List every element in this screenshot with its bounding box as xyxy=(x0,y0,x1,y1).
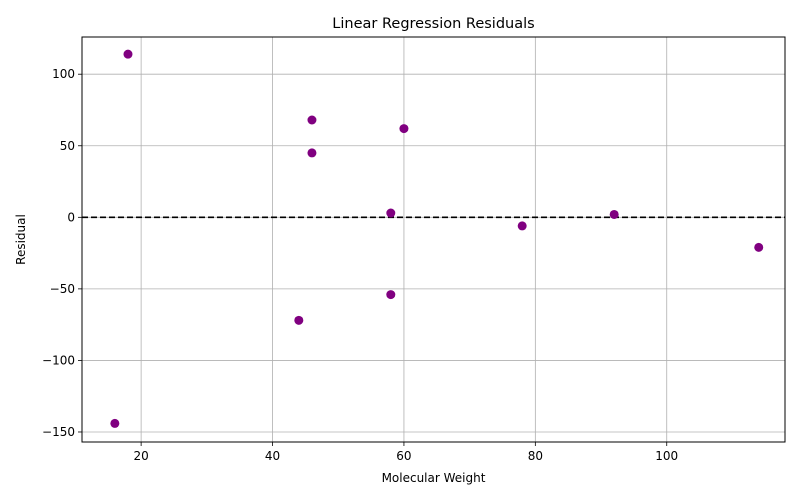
y-tick-label: −150 xyxy=(42,425,75,439)
data-point xyxy=(294,315,304,325)
grid-lines xyxy=(82,37,785,442)
x-tick-label: 80 xyxy=(528,449,543,463)
y-axis-ticks: −150 −100 −50 0 50 100 xyxy=(42,67,82,439)
y-tick-label: 0 xyxy=(67,210,75,224)
data-point xyxy=(307,148,317,158)
x-tick-label: 20 xyxy=(133,449,148,463)
y-tick-label: −100 xyxy=(42,353,75,367)
data-point xyxy=(123,49,133,59)
data-point xyxy=(386,208,396,218)
data-point xyxy=(754,242,764,252)
chart-title: Linear Regression Residuals xyxy=(332,16,534,32)
data-point xyxy=(609,209,619,219)
x-tick-label: 60 xyxy=(396,449,411,463)
y-tick-label: −50 xyxy=(50,282,75,296)
data-points xyxy=(110,49,764,428)
y-tick-label: 100 xyxy=(52,67,75,81)
data-point xyxy=(399,124,409,134)
data-point xyxy=(110,418,120,428)
y-axis-label: Residual xyxy=(14,214,28,265)
y-tick-label: 50 xyxy=(60,139,75,153)
x-axis-ticks: 20 40 60 80 100 xyxy=(133,442,678,463)
data-point xyxy=(386,290,396,300)
x-axis-label: Molecular Weight xyxy=(382,471,486,485)
x-tick-label: 100 xyxy=(655,449,678,463)
plot-area-frame xyxy=(81,36,786,443)
data-point xyxy=(307,115,317,125)
x-tick-label: 40 xyxy=(265,449,280,463)
data-point xyxy=(517,221,527,231)
